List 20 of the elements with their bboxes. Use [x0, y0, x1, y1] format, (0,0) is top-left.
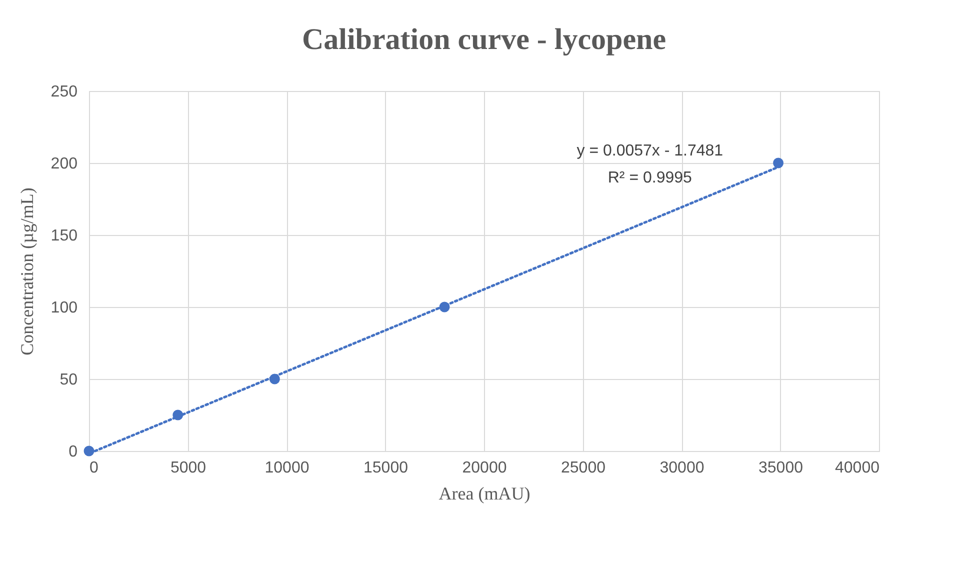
x-tick-label: 25000: [561, 460, 606, 476]
y-tick-label: 100: [50, 300, 78, 316]
x-tick-label: 40000: [835, 460, 880, 476]
x-tick-label: 10000: [264, 460, 310, 476]
x-tick-label: 20000: [462, 460, 507, 476]
annotation: y = 0.0057x - 1.7481: [576, 142, 724, 160]
x-tick-label: 15000: [364, 460, 408, 476]
y-tick-label: 50: [60, 372, 78, 388]
y-tick-label: 250: [50, 84, 78, 100]
annotation: R² = 0.9995: [608, 169, 692, 186]
y-tick-label: 200: [50, 156, 78, 172]
x-tick-label: 0: [90, 460, 98, 476]
y-tick-label: 150: [50, 228, 78, 244]
x-axis-title: Area (mAU): [438, 484, 530, 504]
chart-title: Calibration curve - lycopene: [302, 23, 666, 56]
x-tick-label: 30000: [660, 460, 704, 476]
y-tick-label: 0: [68, 444, 78, 460]
x-tick-label: 5000: [170, 460, 206, 476]
y-axis-title: Concentration (µg/mL): [16, 188, 37, 356]
x-tick-label: 35000: [758, 460, 804, 476]
